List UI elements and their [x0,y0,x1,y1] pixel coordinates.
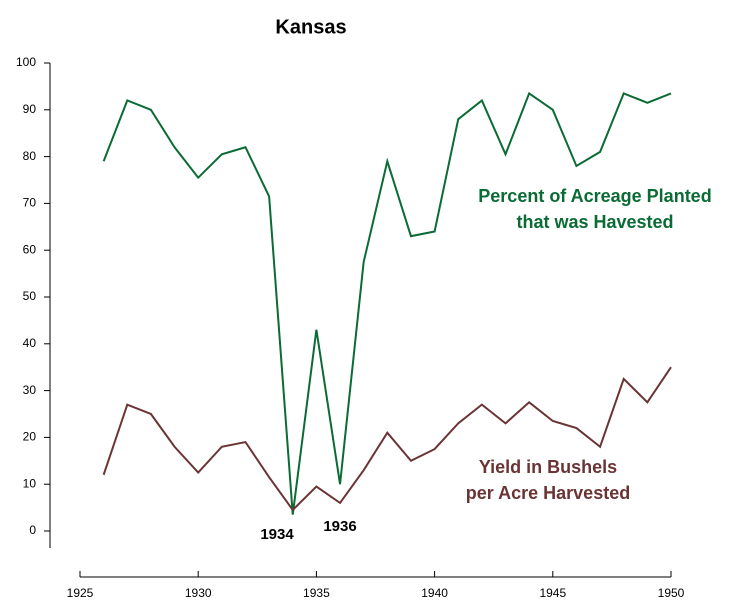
series-label: per Acre Harvested [466,483,630,503]
y-tick-label: 0 [29,523,36,537]
series-line [102,366,672,512]
series-line [102,91,672,515]
series-label: Percent of Acreage Planted [478,186,711,206]
annotation: 1934 [260,526,294,543]
series-label: that was Havested [516,212,673,232]
y-tick-label: 70 [23,196,37,210]
y-tick-label: 80 [23,149,37,163]
y-tick-label: 60 [23,242,37,256]
x-tick-label: 1925 [67,586,94,600]
y-tick-label: 20 [23,430,37,444]
y-tick-label: 40 [23,336,37,350]
x-tick-label: 1935 [303,586,330,600]
y-tick-label: 30 [23,383,37,397]
x-tick-label: 1940 [421,586,448,600]
x-tick-label: 1945 [539,586,566,600]
y-tick-label: 50 [23,289,37,303]
x-tick-label: 1930 [185,586,212,600]
y-tick-label: 100 [16,55,36,69]
annotation: 1936 [323,518,356,535]
y-tick-label: 10 [23,476,37,490]
chart-title: Kansas [275,16,346,38]
x-tick-label: 1950 [658,586,685,600]
y-tick-label: 90 [23,102,37,116]
series-label: Yield in Bushels [479,457,617,477]
